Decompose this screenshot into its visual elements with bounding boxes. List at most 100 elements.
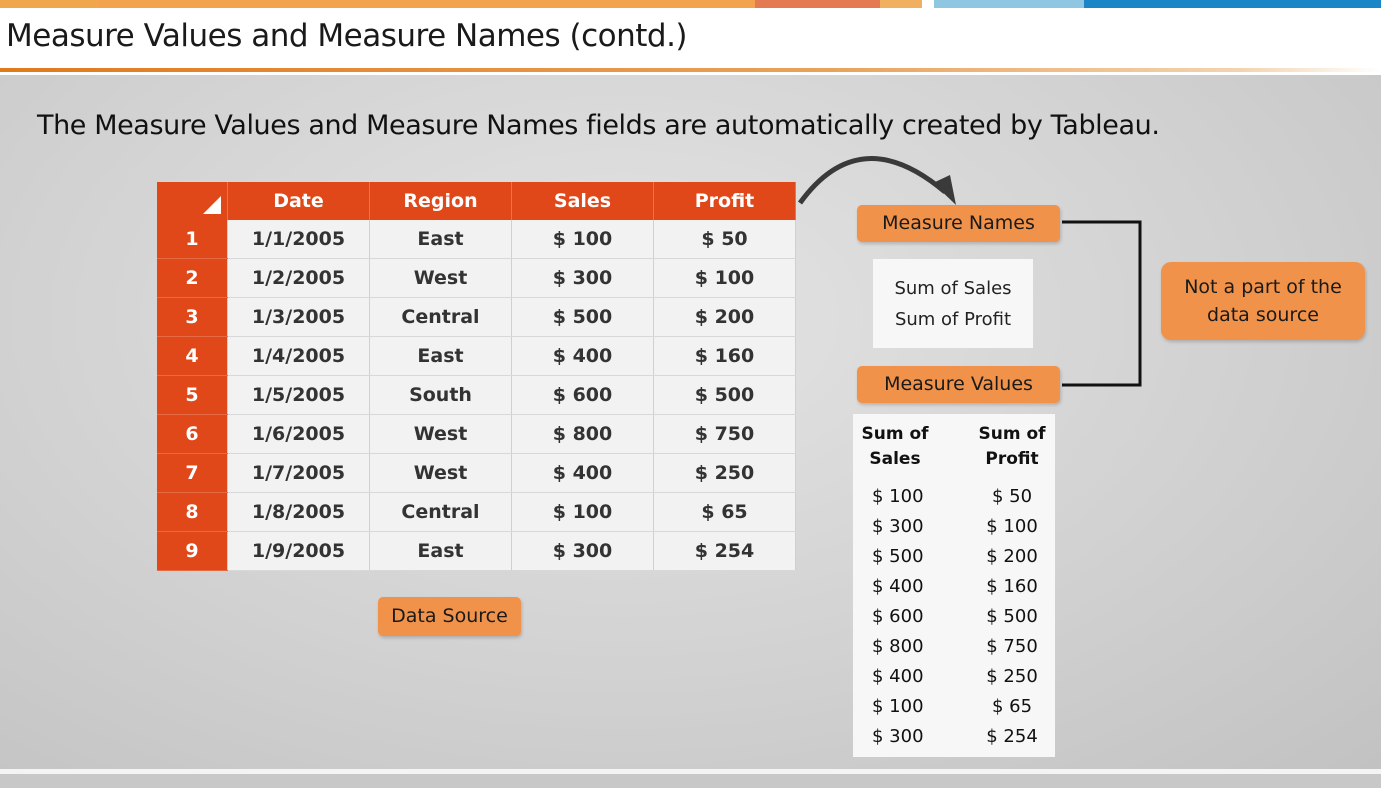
top-color-bar [0,0,1381,8]
measure-values-table: Sum of Sales Sum of Profit $ 100 $ 300 $… [853,414,1055,757]
profit-value: $ 160 [986,576,1038,597]
note-callout: Not a part of the data source [1161,262,1365,340]
cell-date: 1/3/2005 [227,297,370,337]
cell-sales: $ 100 [511,492,654,532]
measure-name-item: Sum of Sales [894,277,1012,299]
cell-profit: $ 160 [653,336,796,376]
cell-region: East [369,220,512,259]
sales-values-column: $ 100 $ 300 $ 500 $ 400 $ 600 $ 800 $ 40… [872,484,952,754]
data-source-label: Data Source [378,597,521,636]
select-all-icon [203,196,221,214]
measure-names-label: Measure Names [857,205,1060,242]
cell-region: East [369,336,512,376]
table-row: 9 1/9/2005 East $ 300 $ 254 [157,531,796,571]
cell-sales: $ 800 [511,414,654,454]
profit-value: $ 65 [991,696,1033,717]
column-header-sum-of-sales: Sum of Sales [855,422,935,472]
sales-value: $ 300 [872,516,924,537]
profit-values-column: $ 50 $ 100 $ 200 $ 160 $ 500 $ 750 $ 250… [972,484,1052,754]
column-header-sales[interactable]: Sales [511,182,654,220]
cell-region: South [369,375,512,415]
cell-date: 1/5/2005 [227,375,370,415]
cell-profit: $ 254 [653,531,796,571]
cell-date: 1/1/2005 [227,220,370,259]
table-row: 4 1/4/2005 East $ 400 $ 160 [157,336,796,376]
cell-profit: $ 200 [653,297,796,337]
curved-arrow-head-icon [933,175,956,205]
cell-sales: $ 400 [511,336,654,376]
row-number[interactable]: 1 [157,220,228,259]
title-rule [0,68,1381,72]
cell-region: Central [369,297,512,337]
cell-date: 1/6/2005 [227,414,370,454]
header-line: Profit [985,449,1039,469]
header-line: Sum of [861,424,929,444]
title-area: Measure Values and Measure Names (contd.… [0,8,1381,70]
profit-value: $ 250 [986,666,1038,687]
measure-values-label: Measure Values [857,366,1060,403]
profit-value: $ 200 [986,546,1038,567]
sales-value: $ 400 [872,576,924,597]
cell-sales: $ 400 [511,453,654,493]
row-number[interactable]: 9 [157,531,228,571]
profit-value: $ 254 [986,726,1038,747]
profit-value: $ 750 [986,636,1038,657]
column-header-sum-of-profit: Sum of Profit [972,422,1052,472]
row-number[interactable]: 3 [157,297,228,337]
header-line: Sales [869,449,921,469]
table-row: 6 1/6/2005 West $ 800 $ 750 [157,414,796,454]
cell-region: Central [369,492,512,532]
cell-sales: $ 300 [511,531,654,571]
cell-profit: $ 50 [653,220,796,259]
bottom-bar [0,774,1381,788]
measure-name-item: Sum of Profit [894,308,1012,330]
data-source-table: Date Region Sales Profit 1 1/1/2005 East… [157,182,796,571]
sales-value: $ 100 [872,486,924,507]
row-number[interactable]: 5 [157,375,228,415]
cell-date: 1/2/2005 [227,258,370,298]
cell-region: West [369,258,512,298]
sales-value: $ 500 [872,546,924,567]
cell-sales: $ 500 [511,297,654,337]
profit-value: $ 100 [986,516,1038,537]
slide-title: Measure Values and Measure Names (contd.… [6,18,688,54]
cell-sales: $ 300 [511,258,654,298]
profit-value: $ 500 [986,606,1038,627]
cell-profit: $ 100 [653,258,796,298]
column-header-profit[interactable]: Profit [653,182,796,220]
row-number[interactable]: 4 [157,336,228,376]
column-header-region[interactable]: Region [369,182,512,220]
table-row: 7 1/7/2005 West $ 400 $ 250 [157,453,796,493]
cell-profit: $ 250 [653,453,796,493]
sales-value: $ 800 [872,636,924,657]
bracket-connector [1062,220,1142,387]
cell-sales: $ 100 [511,220,654,259]
table-row: 2 1/2/2005 West $ 300 $ 100 [157,258,796,298]
column-header-date[interactable]: Date [227,182,370,220]
cell-sales: $ 600 [511,375,654,415]
profit-value: $ 50 [991,486,1033,507]
header-line: Sum of [978,424,1046,444]
cell-region: East [369,531,512,571]
cell-profit: $ 500 [653,375,796,415]
note-line: data source [1207,304,1319,326]
row-number[interactable]: 6 [157,414,228,454]
table-header-row: Date Region Sales Profit [157,182,796,220]
row-number[interactable]: 7 [157,453,228,493]
table-row: 5 1/5/2005 South $ 600 $ 500 [157,375,796,415]
measure-names-list: Sum of Sales Sum of Profit [873,259,1033,348]
cell-profit: $ 65 [653,492,796,532]
cell-date: 1/4/2005 [227,336,370,376]
cell-region: West [369,453,512,493]
table-row: 1 1/1/2005 East $ 100 $ 50 [157,220,796,259]
corner-cell[interactable] [157,182,228,220]
row-number[interactable]: 8 [157,492,228,532]
sales-value: $ 300 [872,726,924,747]
row-number[interactable]: 2 [157,258,228,298]
cell-date: 1/7/2005 [227,453,370,493]
slide-subtitle: The Measure Values and Measure Names fie… [37,110,1160,141]
cell-profit: $ 750 [653,414,796,454]
sales-value: $ 600 [872,606,924,627]
table-row: 3 1/3/2005 Central $ 500 $ 200 [157,297,796,337]
